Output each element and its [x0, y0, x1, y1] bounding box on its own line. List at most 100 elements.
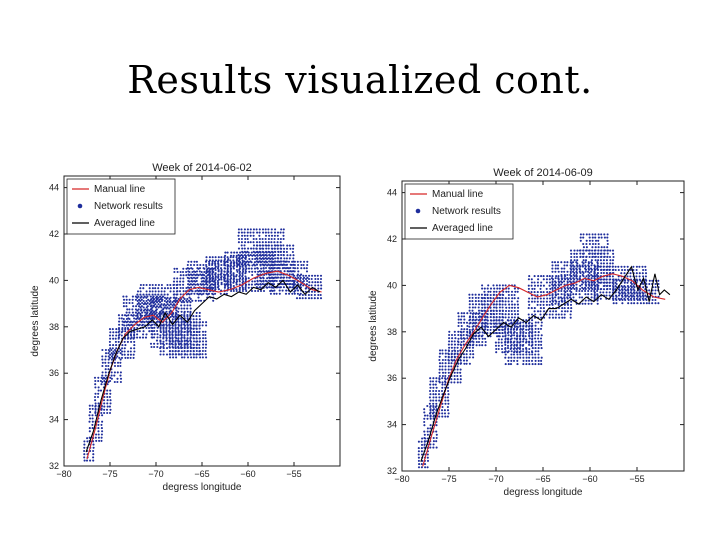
network-point	[522, 337, 525, 340]
network-point	[196, 289, 199, 292]
network-point	[262, 254, 265, 257]
network-point	[139, 283, 142, 287]
network-point	[504, 356, 507, 359]
network-point	[258, 270, 261, 273]
network-point	[261, 228, 265, 231]
network-point	[531, 347, 534, 350]
network-point	[264, 250, 268, 254]
network-point	[304, 277, 308, 281]
network-point	[157, 299, 160, 303]
network-point	[83, 459, 86, 462]
network-point	[438, 355, 441, 358]
network-point	[173, 270, 176, 274]
network-point	[453, 378, 456, 381]
network-point	[150, 333, 153, 336]
network-point	[468, 362, 471, 365]
network-point	[606, 252, 609, 255]
network-point	[109, 337, 112, 340]
network-point	[189, 343, 192, 346]
network-point	[272, 273, 275, 276]
network-point	[208, 275, 211, 278]
network-point	[283, 270, 286, 273]
network-point	[297, 270, 300, 273]
network-point	[276, 234, 279, 237]
network-point	[273, 276, 276, 279]
network-point	[599, 288, 602, 291]
network-point	[108, 395, 111, 399]
network-point	[135, 314, 138, 317]
network-point	[561, 307, 564, 310]
network-point	[235, 278, 238, 281]
network-point	[440, 409, 444, 412]
network-point	[447, 399, 450, 402]
network-point	[567, 307, 570, 310]
network-point	[587, 262, 590, 265]
network-point	[588, 233, 591, 236]
network-point	[148, 290, 151, 293]
network-point	[489, 325, 492, 329]
network-point	[219, 292, 222, 295]
network-point	[477, 335, 480, 338]
network-point	[240, 241, 243, 244]
network-point	[261, 250, 265, 254]
network-point	[431, 380, 435, 383]
network-point	[563, 303, 566, 306]
network-point	[447, 389, 450, 393]
network-point	[276, 247, 279, 250]
network-point	[528, 340, 531, 343]
network-point	[185, 270, 188, 274]
network-point	[551, 293, 554, 296]
network-point	[483, 293, 487, 297]
network-point	[509, 319, 513, 322]
network-point	[199, 273, 202, 276]
network-point	[162, 340, 165, 343]
network-point	[103, 411, 106, 415]
network-point	[504, 340, 507, 343]
network-point	[175, 309, 178, 312]
network-point	[110, 358, 113, 361]
network-point	[481, 344, 484, 347]
network-point	[91, 407, 94, 410]
network-point	[554, 280, 557, 283]
network-point	[224, 280, 227, 283]
network-point	[304, 287, 307, 290]
network-point	[525, 340, 528, 343]
network-point	[570, 252, 573, 255]
network-point	[540, 359, 543, 362]
network-point	[244, 286, 247, 289]
network-point	[169, 315, 172, 319]
network-point	[448, 337, 451, 340]
network-point	[537, 340, 540, 343]
network-point	[254, 283, 257, 286]
network-point	[438, 399, 441, 402]
network-point	[486, 316, 489, 319]
network-point	[597, 246, 600, 249]
network-point	[484, 340, 487, 344]
network-point	[189, 263, 192, 267]
network-point	[208, 281, 211, 284]
network-point	[432, 402, 435, 405]
network-point	[285, 289, 288, 292]
network-point	[566, 293, 569, 296]
network-point	[259, 289, 263, 293]
network-point	[513, 297, 516, 300]
x-tick-label: −60	[240, 469, 255, 479]
network-point	[460, 324, 463, 328]
network-point	[513, 347, 516, 350]
network-point	[575, 299, 578, 302]
network-point	[121, 347, 124, 350]
network-point	[190, 286, 193, 289]
network-point	[471, 316, 474, 319]
network-point	[113, 364, 117, 368]
network-point	[557, 264, 560, 267]
manual-line	[422, 273, 666, 467]
network-point	[316, 281, 319, 284]
network-point	[510, 327, 513, 330]
network-point	[107, 380, 110, 384]
network-point	[100, 436, 103, 439]
network-point	[627, 302, 630, 305]
network-point	[214, 265, 217, 268]
network-point	[563, 296, 566, 299]
network-point	[132, 353, 135, 356]
network-point	[297, 276, 300, 279]
